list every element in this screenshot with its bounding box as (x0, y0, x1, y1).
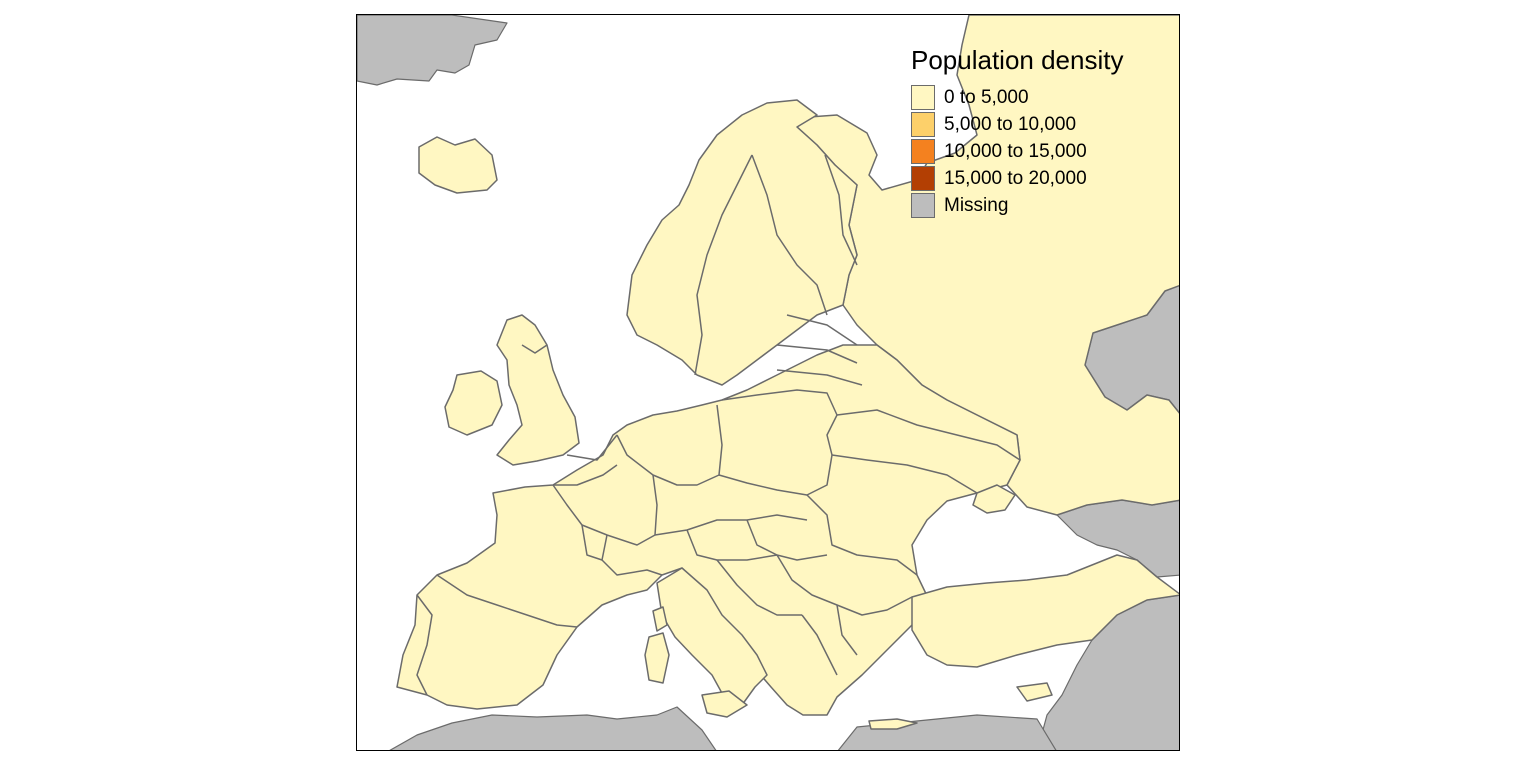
continental-europe-region (396, 344, 1021, 716)
land-regions (396, 15, 1179, 730)
turkey-region (911, 554, 1179, 668)
legend-swatch (911, 85, 935, 110)
crimea-region (972, 484, 1016, 514)
greenland-region (357, 15, 508, 86)
sicily-region (701, 690, 748, 718)
country-borders (416, 154, 1021, 696)
cyprus-region (1016, 682, 1053, 702)
missing-regions (357, 15, 1179, 750)
legend-item: 10,000 to 15,000 (911, 138, 1123, 165)
ireland-region (444, 370, 503, 436)
legend: Population density 0 to 5,000 5,000 to 1… (911, 45, 1123, 219)
legend-item: 5,000 to 10,000 (911, 111, 1123, 138)
legend-item: 0 to 5,000 (911, 84, 1123, 111)
legend-swatch (911, 166, 935, 191)
legend-label: Missing (944, 194, 1009, 216)
iceland-region (418, 136, 498, 194)
crete-region (868, 718, 918, 730)
map-frame[interactable]: Population density 0 to 5,000 5,000 to 1… (356, 14, 1180, 751)
legend-item: 15,000 to 20,000 (911, 165, 1123, 192)
legend-label: 5,000 to 10,000 (944, 113, 1077, 135)
legend-label: 0 to 5,000 (944, 86, 1029, 108)
italy-region (656, 567, 768, 716)
legend-label: 15,000 to 20,000 (944, 167, 1087, 189)
corsica-region (652, 606, 668, 632)
scandinavia-region (626, 99, 858, 386)
north-africa-region (389, 706, 717, 750)
uk-region (496, 314, 580, 466)
legend-swatch (911, 193, 935, 218)
map-canvas[interactable] (357, 15, 1180, 751)
legend-swatch (911, 139, 935, 164)
legend-item: Missing (911, 192, 1123, 219)
legend-title: Population density (911, 45, 1124, 75)
legend-items: 0 to 5,000 5,000 to 10,000 10,000 to 15,… (911, 84, 1123, 219)
legend-label: 10,000 to 15,000 (944, 140, 1087, 162)
legend-swatch (911, 112, 935, 137)
sardinia-region (644, 632, 670, 684)
